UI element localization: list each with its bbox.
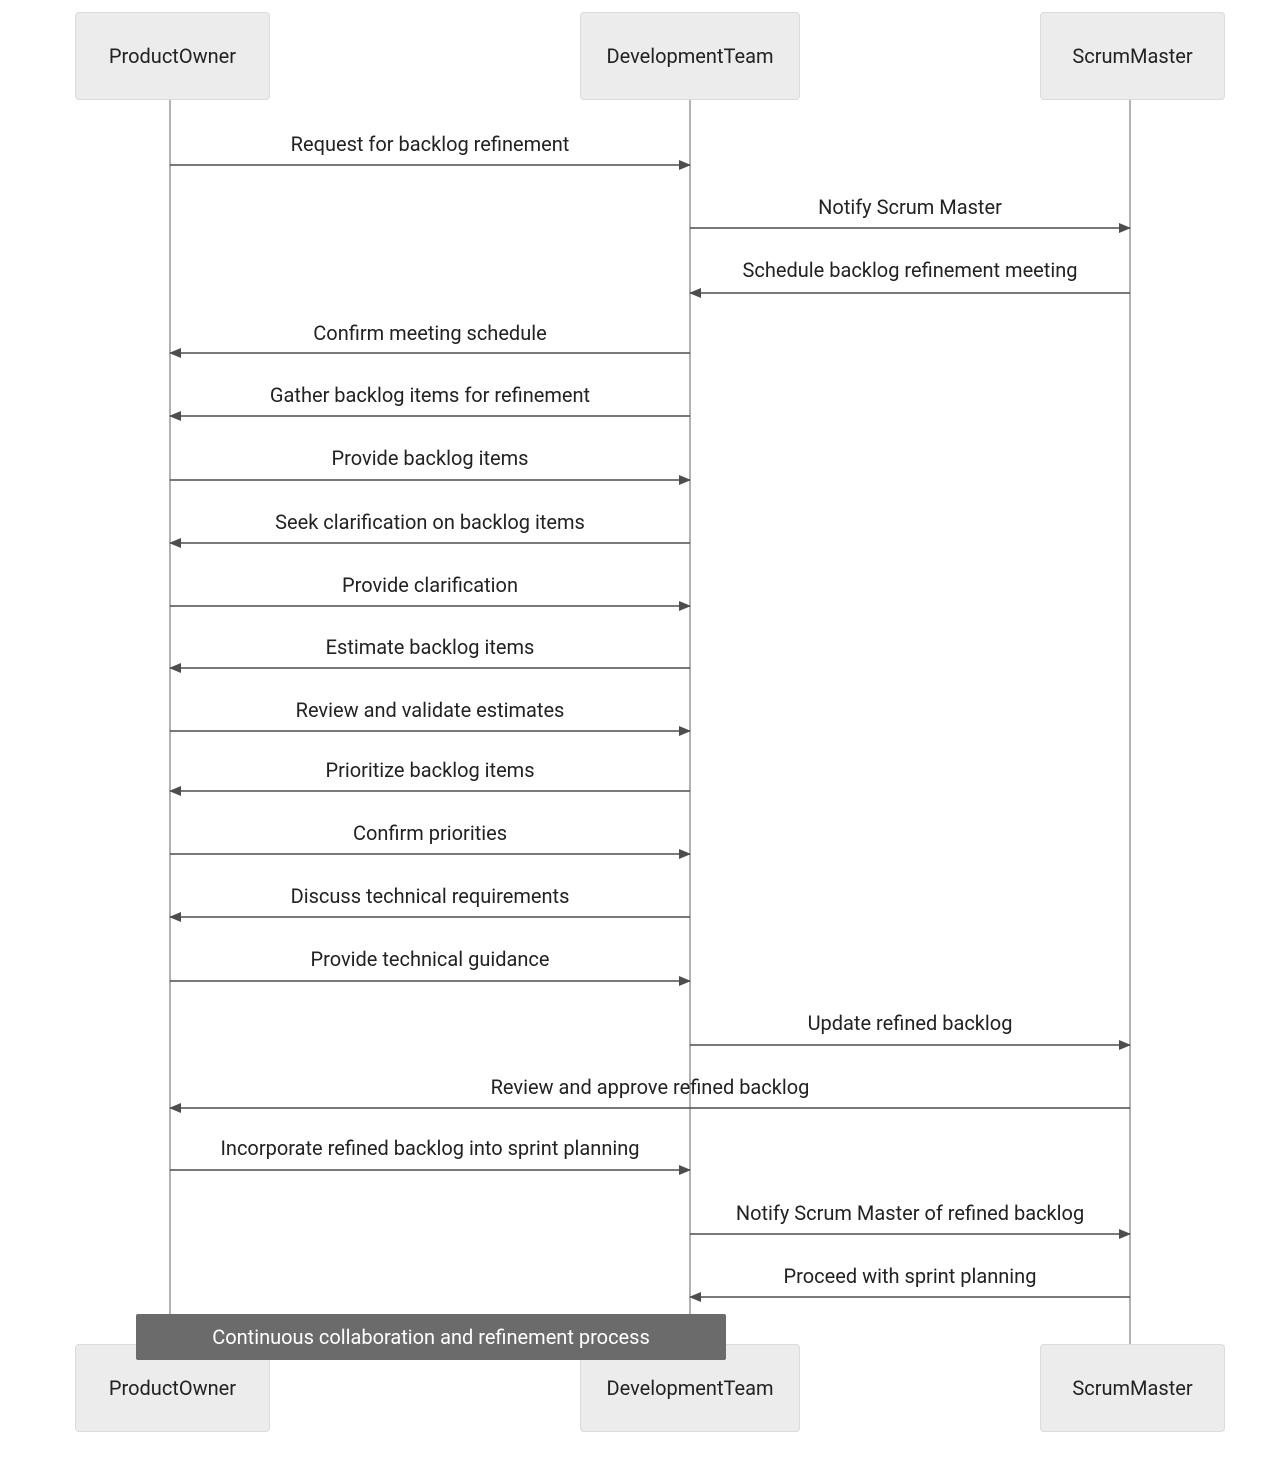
message-label-7: Provide clarification — [342, 573, 518, 597]
message-label-11: Confirm priorities — [353, 821, 507, 845]
message-label-3: Confirm meeting schedule — [313, 321, 546, 345]
actor-box-po-top: ProductOwner — [75, 12, 270, 100]
actor-label: DevelopmentTeam — [607, 44, 774, 68]
message-label-17: Notify Scrum Master of refined backlog — [736, 1201, 1084, 1225]
message-label-4: Gather backlog items for refinement — [270, 383, 590, 407]
actor-box-sm-top: ScrumMaster — [1040, 12, 1225, 100]
actor-label: ProductOwner — [109, 1376, 236, 1400]
message-label-5: Provide backlog items — [332, 446, 529, 470]
message-label-14: Update refined backlog — [808, 1011, 1013, 1035]
message-label-13: Provide technical guidance — [311, 947, 550, 971]
message-label-1: Notify Scrum Master — [818, 195, 1002, 219]
sequence-diagram: ProductOwner ProductOwner DevelopmentTeam D… — [0, 0, 1280, 1460]
message-label-2: Schedule backlog refinement meeting — [743, 258, 1078, 282]
note-box: Continuous collaboration and refinement … — [136, 1314, 726, 1360]
note-label: Continuous collaboration and refinement … — [212, 1325, 650, 1349]
message-label-16: Incorporate refined backlog into sprint … — [220, 1136, 639, 1160]
actor-label: DevelopmentTeam — [607, 1376, 774, 1400]
message-label-10: Prioritize backlog items — [325, 758, 534, 782]
message-label-18: Proceed with sprint planning — [784, 1264, 1037, 1288]
message-label-0: Request for backlog refinement — [291, 132, 570, 156]
message-label-15: Review and approve refined backlog — [491, 1075, 810, 1099]
message-label-6: Seek clarification on backlog items — [275, 510, 585, 534]
message-label-9: Review and validate estimates — [296, 698, 565, 722]
actor-box-sm-bottom: ScrumMaster — [1040, 1344, 1225, 1432]
actor-label: ScrumMaster — [1072, 44, 1192, 68]
diagram-lines — [0, 0, 1280, 1460]
actor-label: ProductOwner — [109, 44, 236, 68]
actor-box-dt-top: DevelopmentTeam — [580, 12, 800, 100]
message-label-8: Estimate backlog items — [326, 635, 535, 659]
message-label-12: Discuss technical requirements — [291, 884, 570, 908]
actor-label: ScrumMaster — [1072, 1376, 1192, 1400]
